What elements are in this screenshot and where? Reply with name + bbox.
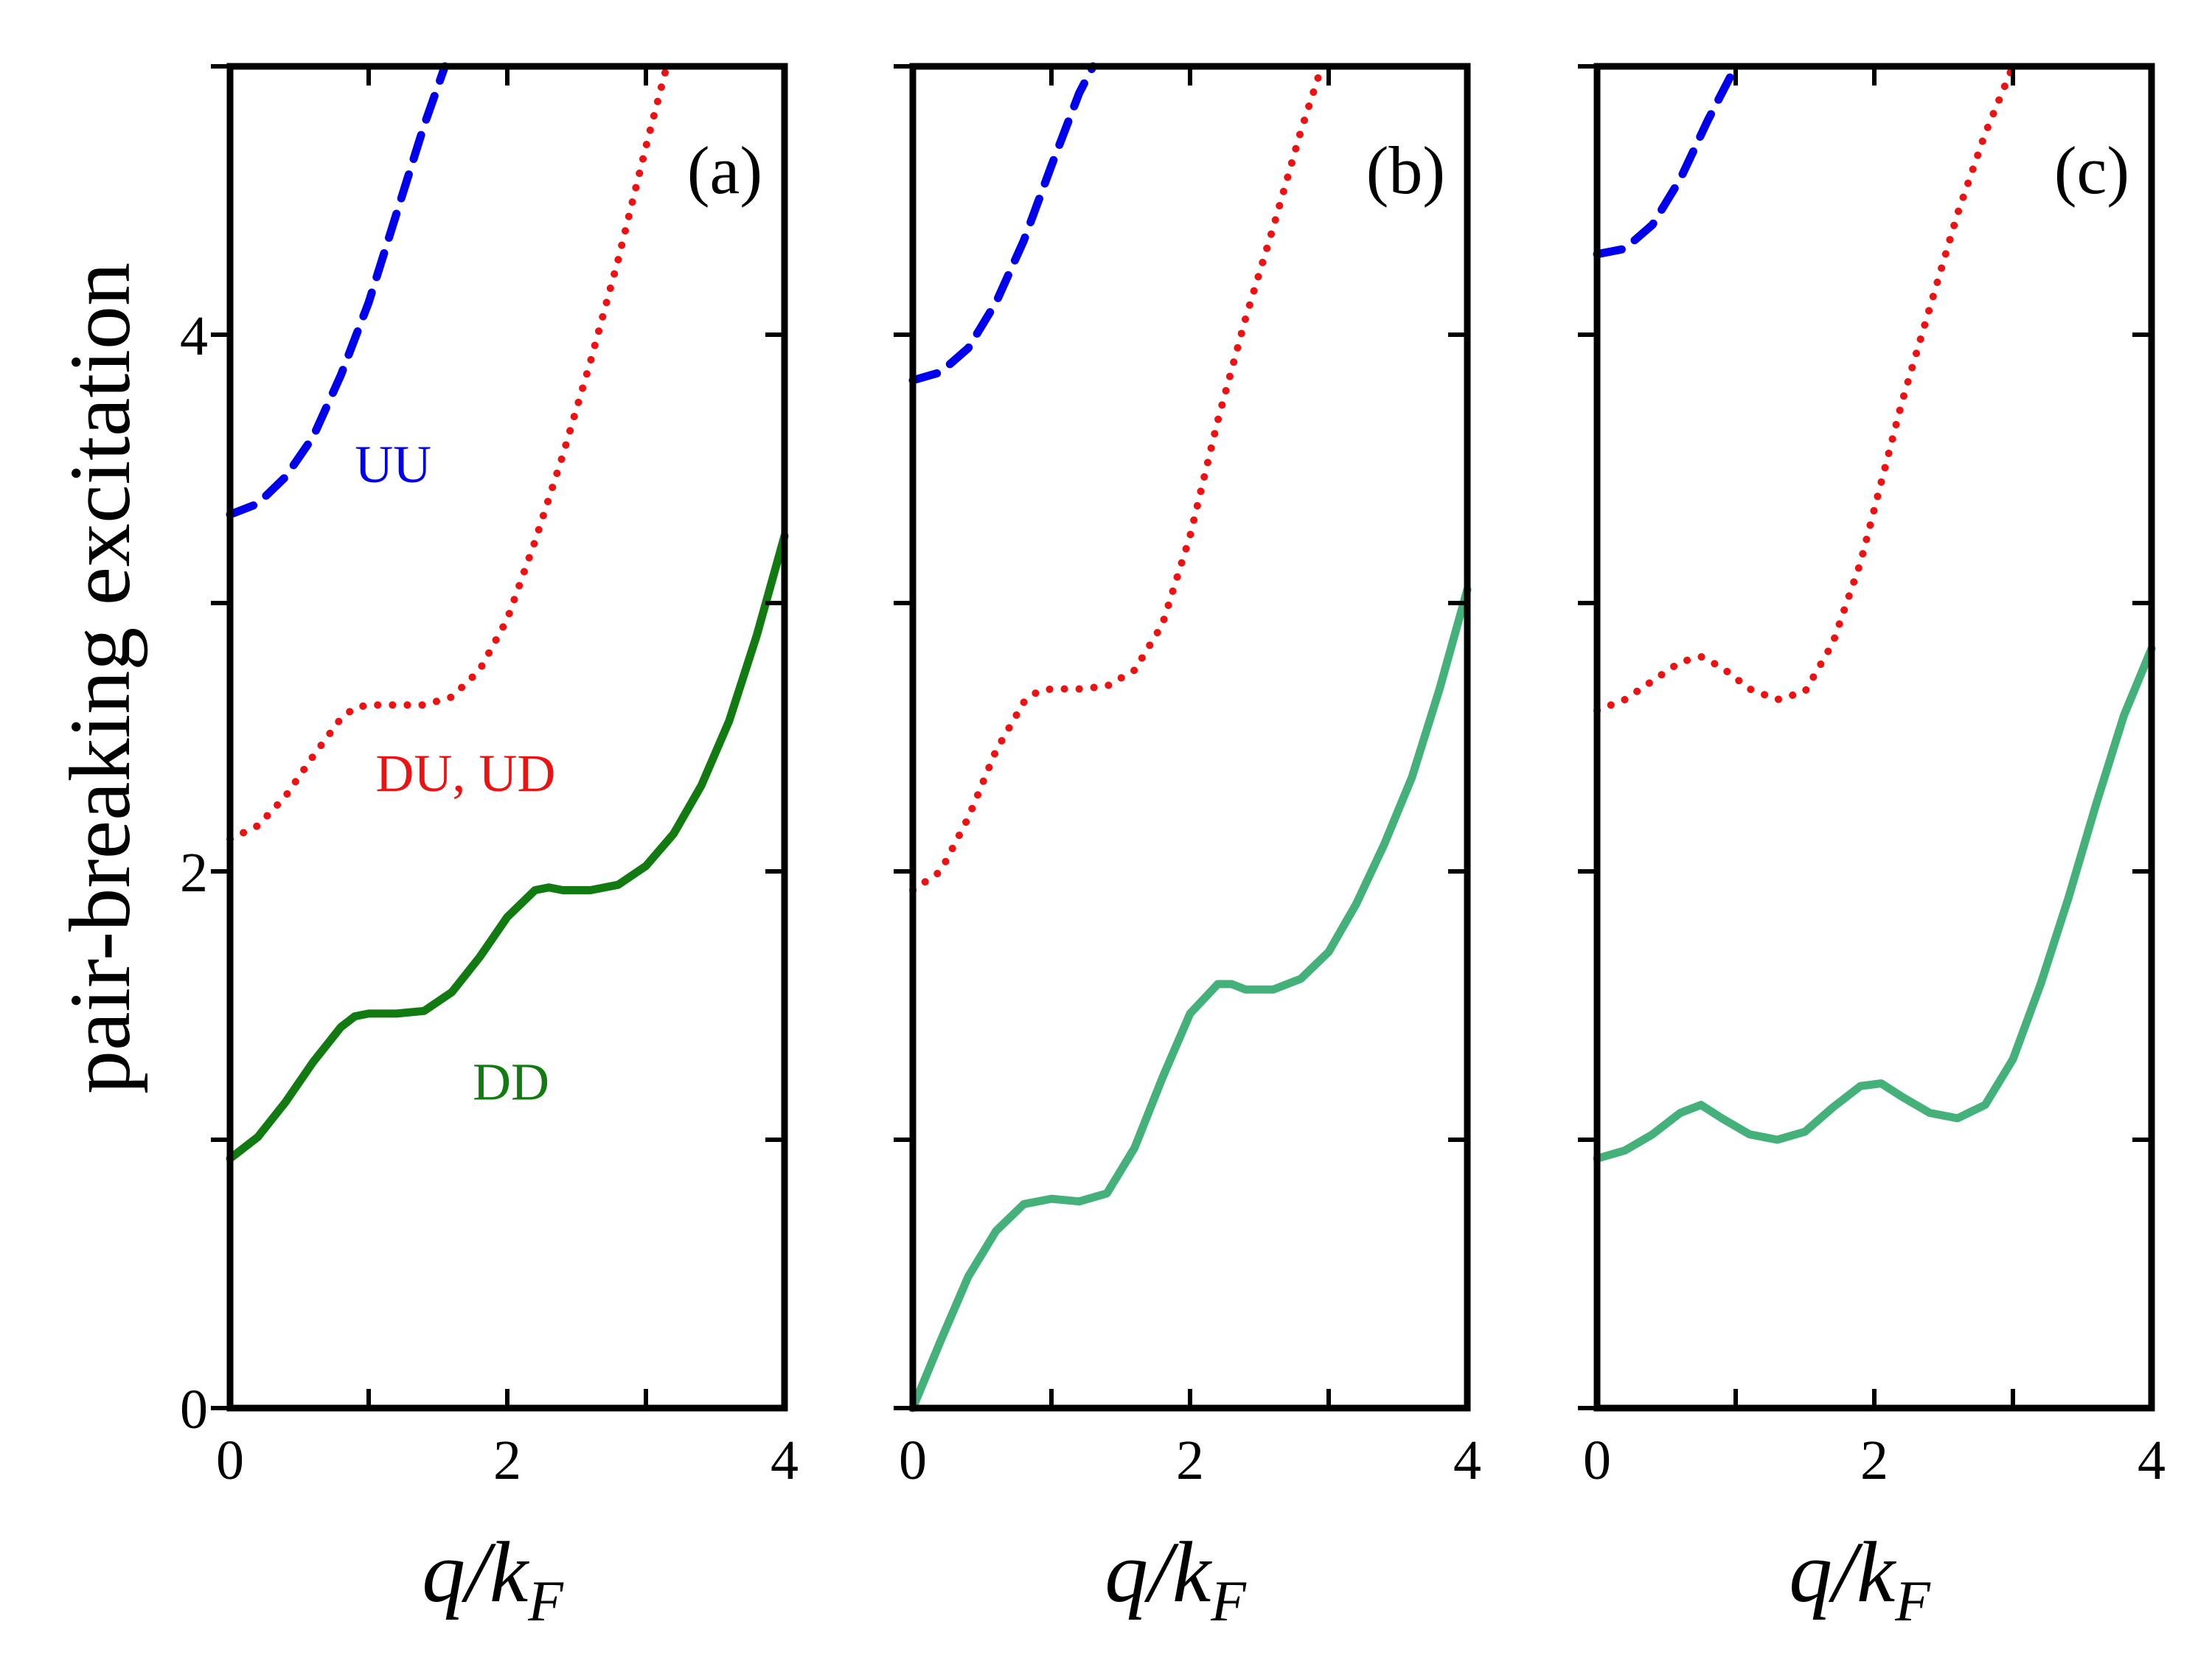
panel-3: 0 2 4 q/kF (c) (1578, 62, 2166, 1633)
x-axis-label-main: q/k (422, 1524, 530, 1620)
series-dd-line (226, 532, 789, 1163)
plot-frame (226, 63, 788, 1412)
series-dd-line (908, 585, 1472, 1413)
y-tick-label: 4 (180, 305, 208, 367)
series-dd-line (1593, 644, 2156, 1163)
panel-label: (a) (687, 133, 762, 208)
plot-frame (1593, 63, 2155, 1412)
series-du-ud-line (226, 63, 671, 843)
x-tick-label: 4 (2138, 1429, 2166, 1491)
x-axis-label-main: q/k (1105, 1524, 1213, 1620)
x-tick-label: 4 (1453, 1429, 1481, 1491)
x-axis-label-subscript: F (1210, 1569, 1247, 1633)
x-axis-label-subscript: F (527, 1569, 564, 1633)
x-tick-label: 2 (1176, 1429, 1204, 1491)
x-tick-label: 0 (899, 1429, 927, 1491)
panel-1: 0 2 4 0 2 4 q/kF (a) UU DU, UD DD (180, 62, 799, 1633)
x-tick-label: 4 (771, 1429, 799, 1491)
series-du-ud-line (909, 63, 1326, 894)
series-uu-line (226, 62, 449, 519)
x-tick-label: 0 (216, 1429, 244, 1491)
series-uu-line (908, 62, 1097, 385)
series-uu-line (1593, 62, 1740, 259)
x-axis-label: q/kF (422, 1524, 564, 1633)
series-annotation: DU, UD (375, 744, 555, 803)
x-axis-label: q/kF (1789, 1524, 1931, 1633)
x-tick-label: 2 (1860, 1429, 1888, 1491)
y-axis-label: pair-breaking excitation (52, 262, 148, 1094)
panel-label: (b) (1366, 133, 1445, 208)
series-du-ud-line (1593, 63, 2017, 714)
x-tick-label: 2 (493, 1429, 521, 1491)
series-annotation: UU (355, 435, 431, 494)
y-tick-label: 2 (180, 842, 208, 904)
x-axis-label: q/kF (1105, 1524, 1247, 1633)
panel-2: 0 2 4 q/kF (b) (894, 62, 1481, 1633)
x-axis-label-main: q/k (1789, 1524, 1897, 1620)
series-annotation: DD (473, 1052, 549, 1111)
x-tick-label: 0 (1583, 1429, 1611, 1491)
panel-label: (c) (2054, 133, 2129, 208)
x-axis-label-subscript: F (1894, 1569, 1931, 1633)
plot-frame (909, 63, 1471, 1412)
y-tick-label: 0 (180, 1379, 208, 1441)
